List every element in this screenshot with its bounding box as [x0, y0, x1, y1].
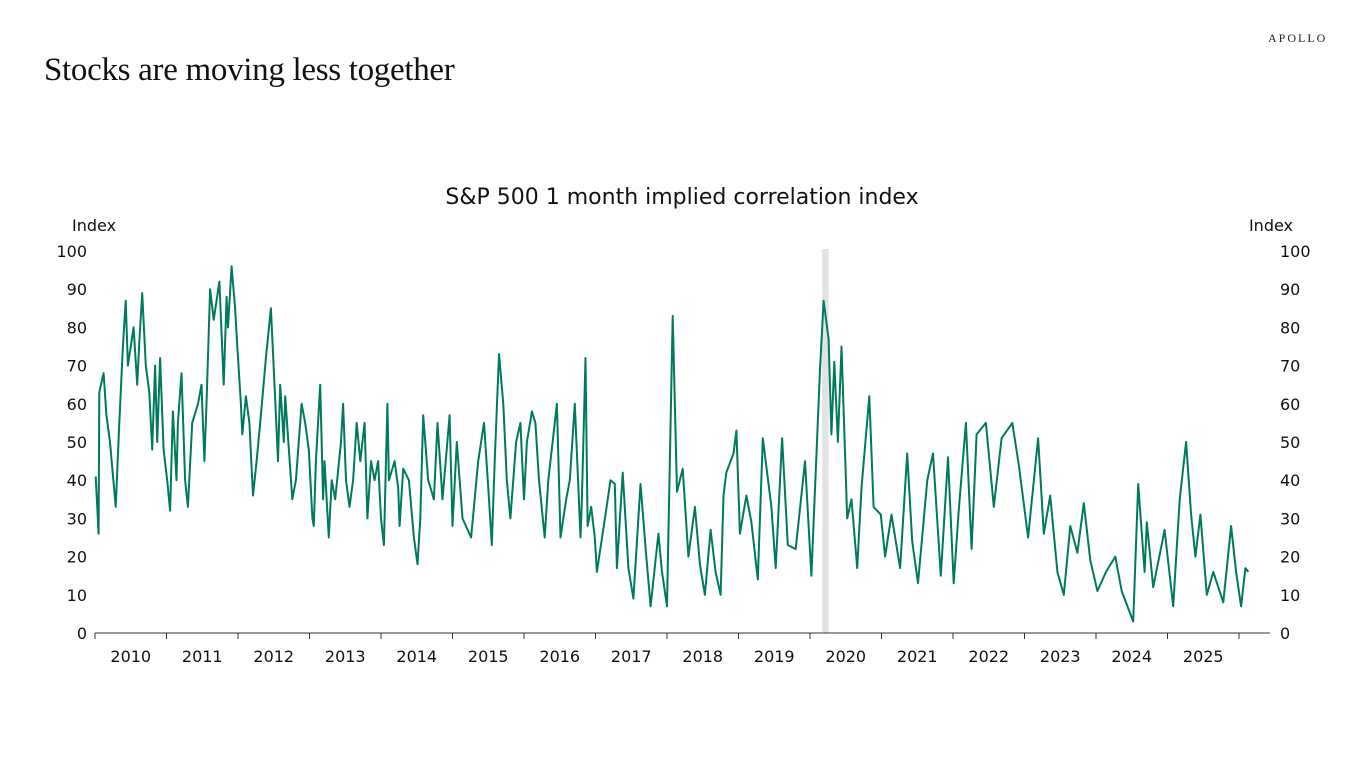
- y-tick-label-left: 90: [67, 280, 87, 299]
- y-tick-label-right: 50: [1280, 433, 1300, 452]
- y-axis-label-right: Index: [1249, 216, 1293, 235]
- recession-shading: [822, 249, 829, 633]
- y-tick-label-right: 20: [1280, 548, 1300, 567]
- x-tick-label: 2019: [754, 647, 795, 666]
- y-tick-label-right: 30: [1280, 509, 1300, 528]
- y-tick-label-left: 10: [67, 586, 87, 605]
- y-tick-label-left: 60: [67, 395, 87, 414]
- x-tick-label: 2020: [825, 647, 866, 666]
- y-tick-label-left: 70: [67, 357, 87, 376]
- x-tick-label: 2017: [611, 647, 652, 666]
- x-tick-label: 2025: [1183, 647, 1224, 666]
- x-tick-label: 2016: [539, 647, 580, 666]
- y-tick-label-right: 40: [1280, 471, 1300, 490]
- y-tick-label-left: 40: [67, 471, 87, 490]
- y-axis-label-left: Index: [72, 216, 116, 235]
- y-tick-label-right: 0: [1280, 624, 1290, 643]
- x-tick-label: 2023: [1040, 647, 1081, 666]
- slide-title: Stocks are moving less together: [44, 52, 455, 88]
- y-tick-label-left: 80: [67, 318, 87, 337]
- x-tick-label: 2021: [897, 647, 938, 666]
- y-tick-label-right: 70: [1280, 357, 1300, 376]
- y-tick-label-right: 100: [1280, 242, 1311, 261]
- x-tick-label: 2018: [682, 647, 723, 666]
- apollo-logo: APOLLO: [1268, 31, 1328, 45]
- x-tick-label: 2011: [182, 647, 223, 666]
- x-tick-label: 2014: [396, 647, 437, 666]
- x-tick-label: 2013: [325, 647, 366, 666]
- y-tick-label-left: 100: [56, 242, 87, 261]
- correlation-index-line: [94, 265, 1250, 623]
- y-tick-label-right: 60: [1280, 395, 1300, 414]
- y-tick-label-left: 50: [67, 433, 87, 452]
- x-tick-label: 2015: [468, 647, 509, 666]
- y-tick-label-right: 10: [1280, 586, 1300, 605]
- y-tick-label-right: 80: [1280, 318, 1300, 337]
- x-tick-label: 2012: [253, 647, 294, 666]
- y-tick-label-left: 0: [77, 624, 87, 643]
- x-tick-label: 2024: [1111, 647, 1152, 666]
- y-tick-label-left: 30: [67, 509, 87, 528]
- chart-title: S&P 500 1 month implied correlation inde…: [445, 185, 918, 210]
- y-tick-label-left: 20: [67, 548, 87, 567]
- x-tick-label: 2010: [110, 647, 151, 666]
- y-tick-label-right: 90: [1280, 280, 1300, 299]
- x-tick-label: 2022: [968, 647, 1009, 666]
